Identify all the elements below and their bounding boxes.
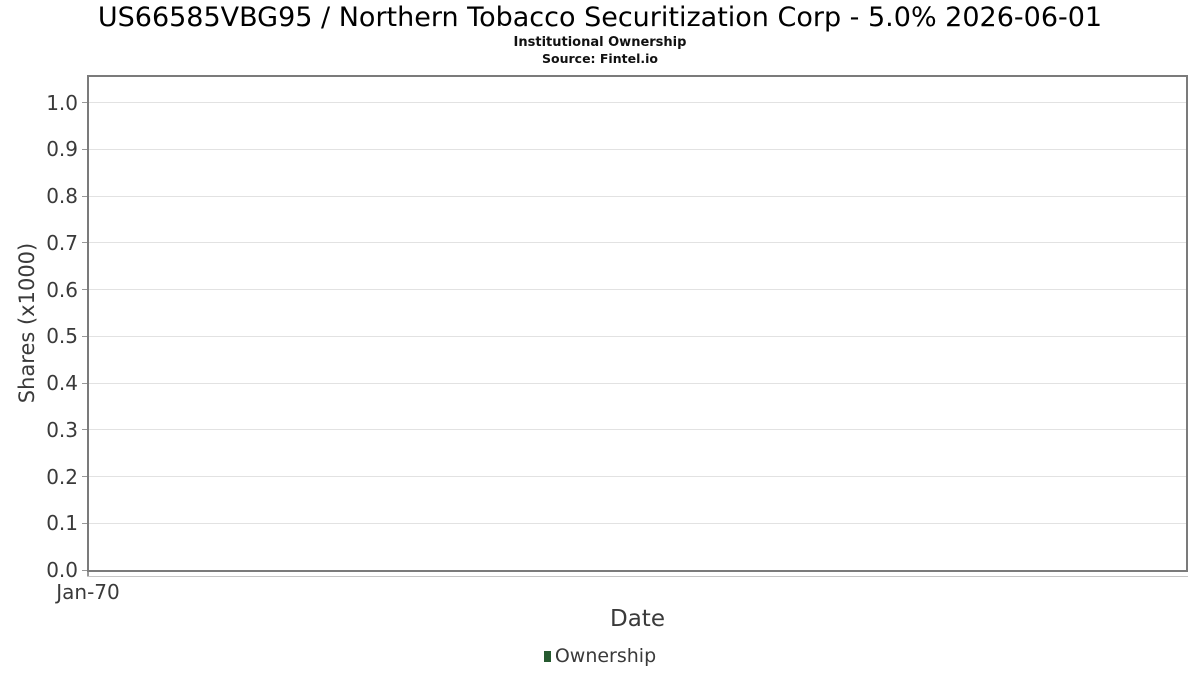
y-tick-mark [82, 195, 87, 197]
legend-label-ownership: Ownership [554, 645, 657, 667]
x-tick-label: Jan-70 [56, 580, 120, 604]
y-tick-mark [82, 242, 87, 244]
chart-source-note: Source: Fintel.io [542, 51, 658, 66]
y-gridline [89, 382, 1186, 384]
x-tick-mark [87, 572, 89, 577]
y-tick-mark [82, 148, 87, 150]
y-gridline [89, 429, 1186, 431]
y-gridline [89, 148, 1186, 150]
y-tick-label: 0.0 [46, 558, 78, 582]
y-gridline [89, 195, 1186, 197]
y-tick-label: 0.1 [46, 511, 78, 536]
y-tick-label: 0.3 [46, 417, 78, 442]
legend: Ownership [0, 644, 1200, 668]
y-tick-label: 0.9 [46, 137, 78, 162]
y-tick-label: 0.2 [46, 464, 78, 489]
y-tick-mark [82, 476, 87, 478]
legend-marker-ownership [543, 650, 551, 662]
y-gridline [89, 522, 1186, 524]
y-tick-mark [82, 569, 87, 571]
y-tick-label: 0.7 [46, 230, 78, 255]
y-tick-label: 0.4 [46, 371, 78, 396]
y-gridline [89, 335, 1186, 337]
y-gridline [89, 289, 1186, 291]
y-tick-mark [82, 382, 87, 384]
y-tick-label: 0.8 [46, 184, 78, 209]
chart-subtitle: Institutional Ownership [513, 35, 687, 50]
y-gridline [89, 242, 1186, 244]
y-tick-label: 1.0 [46, 90, 78, 115]
y-tick-mark [82, 522, 87, 524]
y-tick-mark [82, 335, 87, 337]
chart-title: US66585VBG95 / Northern Tobacco Securiti… [97, 2, 1103, 33]
y-tick-mark [82, 102, 87, 104]
x-axis-title: Date [610, 606, 665, 632]
x-axis-line [87, 576, 1188, 577]
y-tick-label: 0.5 [46, 324, 78, 349]
plot-area [87, 75, 1188, 572]
y-tick-label: 0.6 [46, 277, 78, 302]
y-tick-mark [82, 429, 87, 431]
y-gridline [89, 476, 1186, 478]
y-tick-mark [82, 289, 87, 291]
y-gridline [89, 102, 1186, 104]
